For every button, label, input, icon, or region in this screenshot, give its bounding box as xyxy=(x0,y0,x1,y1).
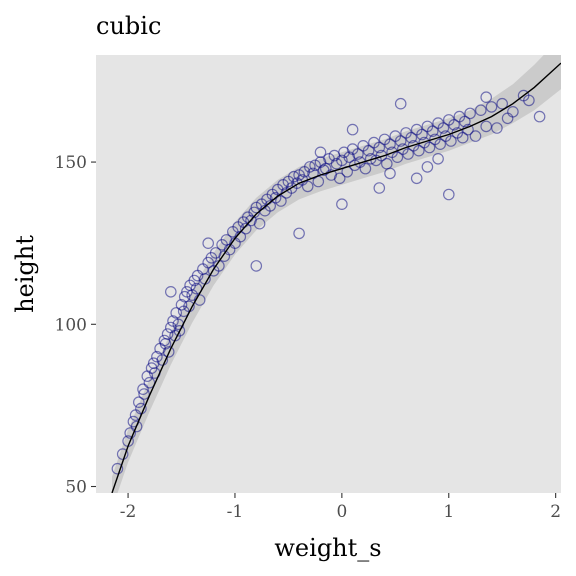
data-point xyxy=(405,131,418,144)
data-point xyxy=(474,104,487,116)
data-point xyxy=(437,122,450,134)
data-point xyxy=(293,227,305,240)
x-axis: -2 -1 0 1 2 xyxy=(120,493,561,522)
data-point xyxy=(352,148,364,160)
data-point xyxy=(287,170,300,183)
data-point xyxy=(496,97,508,110)
data-point xyxy=(412,144,425,157)
data-point xyxy=(445,135,457,147)
data-point xyxy=(202,237,214,249)
data-point xyxy=(138,388,150,400)
data-point xyxy=(458,115,471,128)
data-point xyxy=(346,123,359,136)
data-point xyxy=(491,122,503,134)
data-point xyxy=(336,154,348,167)
data-point xyxy=(384,138,396,150)
data-point xyxy=(362,144,375,157)
x-tick-label: 2 xyxy=(550,502,561,522)
data-point xyxy=(373,182,386,194)
data-point xyxy=(421,161,434,173)
data-point xyxy=(301,180,314,193)
data-point xyxy=(426,125,439,137)
data-point xyxy=(434,138,446,150)
y-tick-label: 100 xyxy=(55,315,87,335)
data-point xyxy=(137,383,149,395)
data-point xyxy=(423,141,436,154)
data-point xyxy=(333,172,346,185)
data-point xyxy=(373,141,386,154)
data-point xyxy=(507,106,519,118)
data-point xyxy=(133,396,145,408)
data-point xyxy=(239,222,252,235)
data-point xyxy=(523,94,535,107)
x-tick-label: 0 xyxy=(336,502,347,522)
data-point xyxy=(116,448,129,460)
data-point xyxy=(375,149,388,162)
data-point xyxy=(456,131,469,144)
x-tick-label: -2 xyxy=(120,502,137,522)
data-point xyxy=(469,130,482,142)
data-point xyxy=(130,420,143,433)
data-point xyxy=(275,195,287,207)
data-point xyxy=(416,128,428,141)
data-point xyxy=(384,167,396,180)
data-point xyxy=(173,324,186,337)
data-point xyxy=(253,217,266,230)
data-point xyxy=(165,285,177,298)
data-point xyxy=(394,135,407,147)
x-tick-label: -1 xyxy=(227,502,244,522)
y-tick-label: 50 xyxy=(65,478,87,498)
data-point xyxy=(533,110,546,123)
x-axis-label: weight_s xyxy=(274,534,381,562)
data-point xyxy=(161,328,174,340)
data-point xyxy=(314,146,327,159)
data-point xyxy=(402,148,414,160)
data-points-layer xyxy=(111,89,546,475)
data-point xyxy=(464,107,476,120)
data-point xyxy=(135,402,147,415)
data-point xyxy=(394,97,407,110)
fit-line-layer xyxy=(111,62,561,493)
data-point xyxy=(480,91,492,103)
data-point xyxy=(193,294,206,306)
data-point xyxy=(448,119,460,131)
data-point xyxy=(250,260,263,272)
data-point xyxy=(410,172,423,185)
data-point xyxy=(111,462,124,475)
chart-title: cubic xyxy=(96,12,161,40)
y-axis-label: height xyxy=(11,235,39,313)
data-point xyxy=(442,188,455,201)
data-point xyxy=(156,354,169,366)
data-point xyxy=(170,307,182,319)
data-point xyxy=(124,427,136,439)
data-point xyxy=(432,153,444,165)
data-point xyxy=(485,101,498,113)
data-point xyxy=(162,346,175,358)
data-point xyxy=(359,162,372,175)
x-tick-label: 1 xyxy=(443,502,454,522)
y-axis: 50 100 150 xyxy=(55,153,96,498)
data-point xyxy=(336,198,348,210)
data-point xyxy=(391,151,404,163)
data-point xyxy=(303,161,316,173)
data-point xyxy=(175,298,188,311)
y-tick-label: 150 xyxy=(55,153,87,173)
fit-line xyxy=(111,62,561,493)
